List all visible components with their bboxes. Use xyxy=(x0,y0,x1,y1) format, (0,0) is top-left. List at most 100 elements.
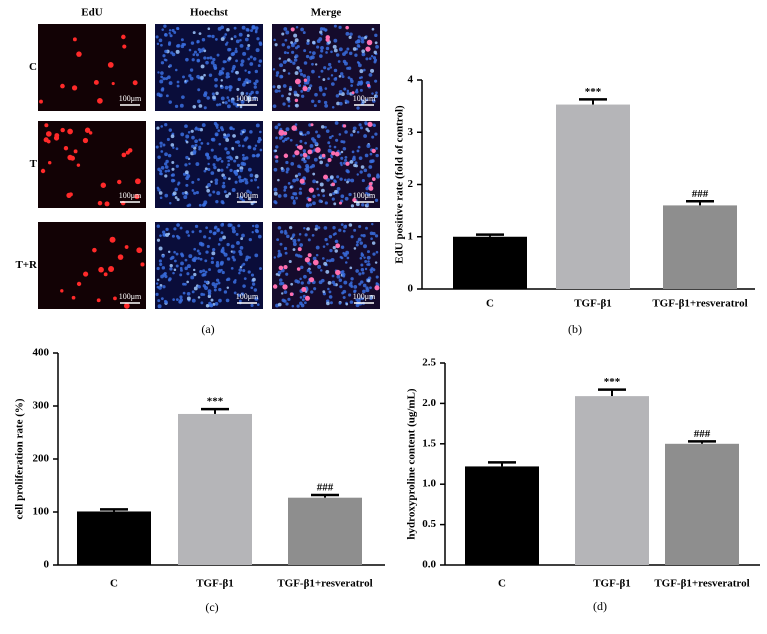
nucleus xyxy=(173,31,177,34)
nucleus xyxy=(217,168,221,172)
nucleus xyxy=(342,147,347,151)
nucleus xyxy=(210,60,215,65)
nucleus xyxy=(289,138,293,142)
nucleus xyxy=(184,124,188,129)
nucleus xyxy=(305,54,310,59)
nucleus xyxy=(163,24,167,28)
nucleus xyxy=(358,123,362,127)
nucleus xyxy=(238,249,242,254)
nucleus xyxy=(325,46,330,51)
nucleus xyxy=(166,137,170,142)
nucleus xyxy=(155,145,159,149)
nucleus xyxy=(343,87,347,91)
scale-bar-label: 100μm xyxy=(119,94,142,103)
nucleus xyxy=(306,78,311,82)
nucleus xyxy=(367,173,372,178)
nucleus xyxy=(330,74,334,77)
nucleus xyxy=(192,31,196,35)
nucleus xyxy=(325,129,330,134)
edu-cell xyxy=(367,83,371,88)
nucleus xyxy=(315,180,319,184)
edu-cell xyxy=(321,153,326,158)
nucleus xyxy=(334,121,339,125)
nucleus xyxy=(233,35,237,39)
nucleus xyxy=(363,168,368,173)
nucleus xyxy=(372,268,376,272)
nucleus xyxy=(225,75,229,79)
nucleus xyxy=(170,134,175,139)
edu-cell xyxy=(44,123,49,128)
nucleus xyxy=(287,104,291,108)
nucleus xyxy=(325,270,330,274)
nucleus xyxy=(193,191,197,195)
nucleus xyxy=(247,270,251,274)
nucleus xyxy=(333,24,337,28)
nucleus xyxy=(322,27,326,31)
nucleus xyxy=(231,226,236,231)
nucleus xyxy=(323,226,328,230)
edu-cell xyxy=(71,295,76,300)
nucleus xyxy=(220,249,224,254)
nucleus xyxy=(359,170,363,174)
nucleus xyxy=(167,42,171,46)
nucleus xyxy=(171,160,175,164)
nucleus xyxy=(342,289,347,294)
nucleus xyxy=(373,50,377,55)
nucleus xyxy=(312,179,317,184)
nucleus xyxy=(198,203,202,207)
nucleus xyxy=(340,223,344,226)
nucleus xyxy=(350,79,354,84)
nucleus xyxy=(327,287,330,291)
nucleus xyxy=(299,139,303,143)
nucleus xyxy=(288,87,293,92)
nucleus xyxy=(329,248,333,253)
nucleus xyxy=(237,175,242,179)
nucleus xyxy=(283,27,288,31)
nucleus xyxy=(172,146,175,149)
nucleus xyxy=(232,250,236,254)
nucleus xyxy=(253,288,258,292)
row-label: T+R xyxy=(15,259,38,271)
nucleus xyxy=(206,155,211,160)
nucleus xyxy=(164,275,168,279)
nucleus xyxy=(344,50,348,54)
edu-cell xyxy=(107,62,114,68)
nucleus xyxy=(320,188,325,193)
nucleus xyxy=(211,251,216,256)
micrograph xyxy=(38,24,146,111)
nucleus xyxy=(176,84,180,88)
edu-cell xyxy=(299,178,305,184)
column-header: EdU xyxy=(81,7,102,19)
edu-cell xyxy=(103,272,108,277)
nucleus xyxy=(180,44,185,49)
nucleus xyxy=(165,159,169,164)
nucleus xyxy=(207,34,210,38)
nucleus xyxy=(305,204,310,208)
nucleus xyxy=(213,165,217,170)
nucleus xyxy=(194,224,199,229)
nucleus xyxy=(213,288,217,292)
nucleus xyxy=(191,258,196,262)
nucleus xyxy=(322,245,326,248)
nucleus xyxy=(207,162,210,166)
nucleus xyxy=(205,60,209,65)
edu-cell xyxy=(308,187,315,193)
edu-cell xyxy=(296,145,301,149)
nucleus xyxy=(282,139,286,143)
nucleus xyxy=(333,68,338,73)
y-tick-label: 4 xyxy=(408,74,414,86)
nucleus xyxy=(319,54,323,58)
nucleus xyxy=(360,280,364,284)
nucleus xyxy=(348,35,352,39)
nucleus xyxy=(176,27,180,31)
nucleus xyxy=(173,227,177,231)
nucleus xyxy=(236,87,240,91)
nucleus xyxy=(371,27,375,31)
nucleus xyxy=(309,50,312,54)
nucleus xyxy=(191,189,195,192)
nucleus xyxy=(352,129,356,134)
nucleus xyxy=(200,75,204,80)
nucleus xyxy=(247,71,251,74)
edu-cell xyxy=(71,85,78,91)
nucleus xyxy=(156,266,160,271)
